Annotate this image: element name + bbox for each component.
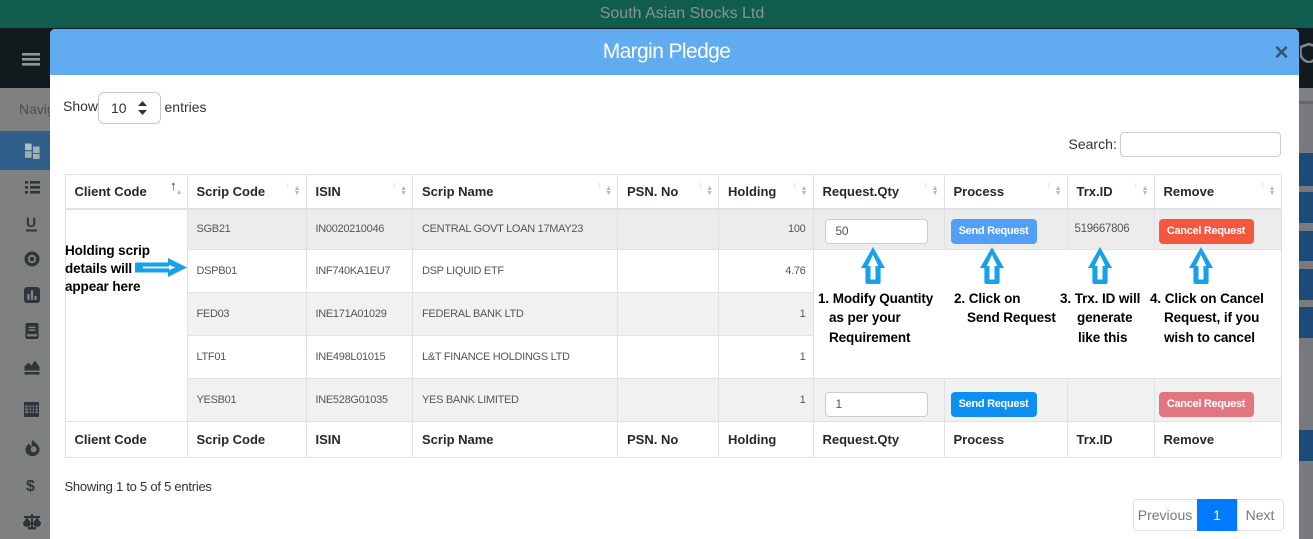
svg-text:U: U bbox=[26, 215, 36, 230]
svg-text:$: $ bbox=[26, 478, 35, 494]
